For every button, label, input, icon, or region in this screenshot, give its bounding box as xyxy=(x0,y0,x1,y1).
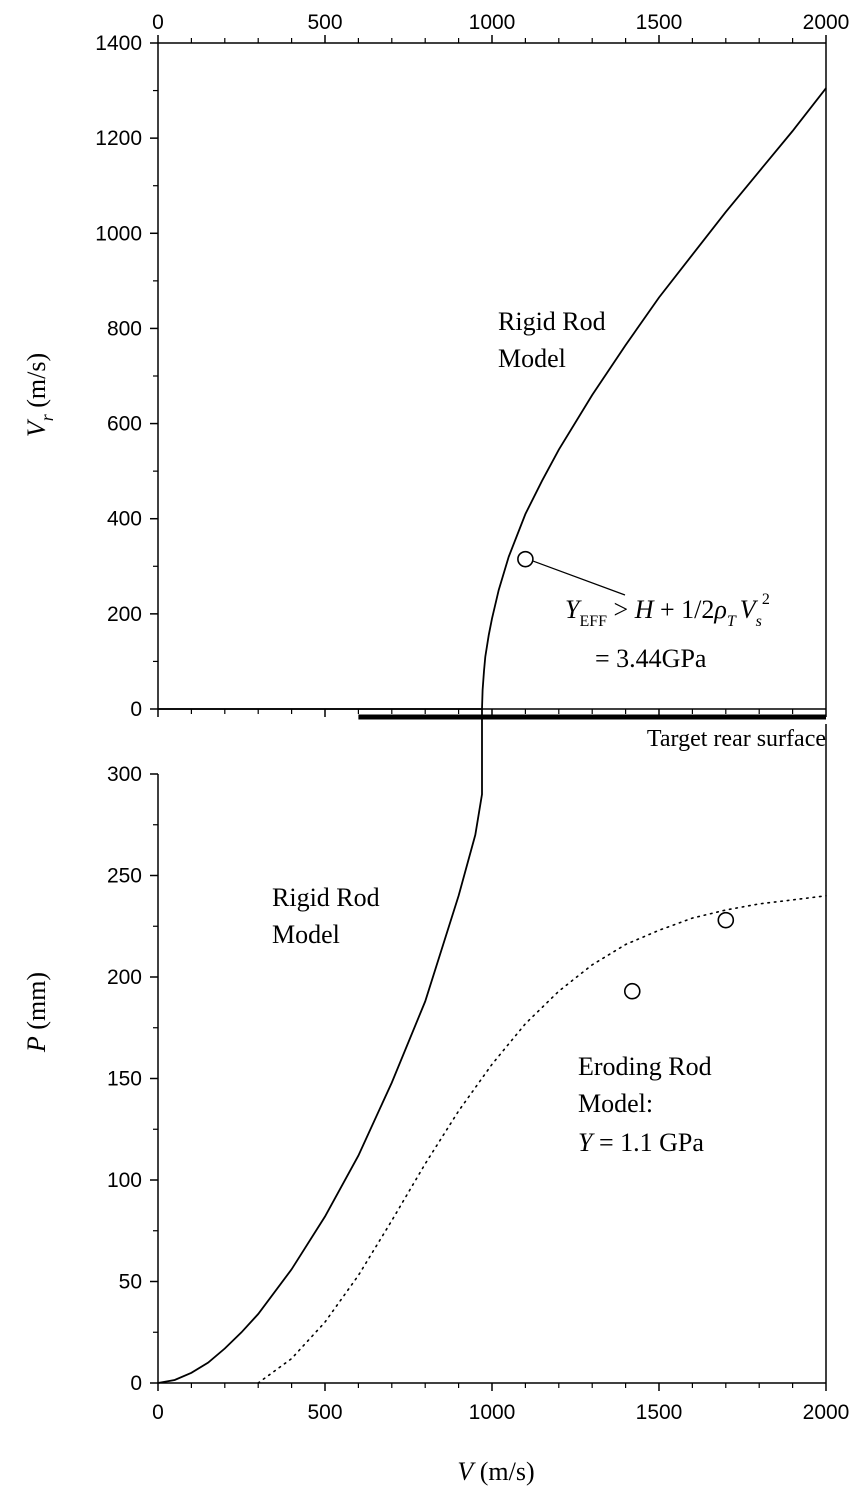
eroding-label-line1: Eroding Rod xyxy=(578,1052,712,1081)
top-x-tick-label: 2000 xyxy=(803,11,850,34)
top-y-axis-title: Vr (m/s) xyxy=(22,353,57,437)
eq-Y: Y xyxy=(565,595,582,624)
bottom-y-tick-label: 100 xyxy=(107,1169,142,1192)
top-y-tick-label: 200 xyxy=(107,603,142,626)
eq-Y-sub: EFF xyxy=(579,613,607,630)
bottom-axes xyxy=(150,724,827,1391)
eq-V-sup: 2 xyxy=(762,591,770,608)
top-ylabel-sub: r xyxy=(37,413,57,421)
top-data-marker-0 xyxy=(517,550,534,568)
eq-H: H xyxy=(634,595,655,624)
top-y-tick-label: 1000 xyxy=(95,222,142,245)
top-y-tick-label: 1200 xyxy=(95,127,142,150)
top-x-tick-label: 0 xyxy=(152,11,164,34)
eq-V: V xyxy=(740,595,759,624)
bottom-y-tick-label: 150 xyxy=(107,1068,142,1091)
bottom-x-tick-label: 1000 xyxy=(469,1401,516,1424)
bottom-y-tick-labels: 0 50 100 150 200 250 300 xyxy=(107,763,142,1395)
bottom-series xyxy=(157,708,827,1384)
top-x-tick-label: 1000 xyxy=(469,11,516,34)
eq-V-sub: s xyxy=(756,613,762,630)
target-rear-surface-label: Target rear surface xyxy=(647,726,826,752)
bottom-rigid-label-line2: Model xyxy=(272,920,340,949)
top-y-tick-label: 1400 xyxy=(95,32,142,55)
bottom-y-tick-label: 250 xyxy=(107,865,142,888)
bottom-y-tick-label: 50 xyxy=(119,1271,142,1294)
top-series-line-0 xyxy=(158,87,827,710)
equation-leader-line xyxy=(533,560,626,596)
top-y-tick-label: 800 xyxy=(107,317,142,340)
eq-rho-sub: T xyxy=(727,613,737,630)
bottom-xlabel-main: V xyxy=(457,1457,476,1486)
bottom-panel: 0 50 100 150 200 250 300 0 500 1000 1500 2000 P (m… xyxy=(22,708,849,1486)
bottom-x-tick-label: 2000 xyxy=(803,1401,850,1424)
top-y-tick-label: 600 xyxy=(107,413,142,436)
bottom-xlabel-rest: (m/s) xyxy=(473,1457,534,1486)
top-series xyxy=(158,87,827,710)
bottom-data-marker-1 xyxy=(717,911,735,929)
yield-equation: YEFF > H + 1/2ρT Vs2 xyxy=(565,591,770,630)
top-ylabel-main: V xyxy=(22,418,51,437)
bottom-x-axis-title: V (m/s) xyxy=(457,1457,534,1486)
bottom-ylabel-main: P xyxy=(22,1036,51,1053)
top-model-label-line2: Model xyxy=(498,344,566,373)
top-y-tick-label: 400 xyxy=(107,508,142,531)
bottom-y-tick-label: 200 xyxy=(107,966,142,989)
bottom-data-marker-0 xyxy=(623,982,641,1000)
eq-rho: ρ xyxy=(713,595,726,624)
bottom-y-tick-label: 300 xyxy=(107,763,142,786)
eq-gt: > xyxy=(607,595,635,624)
bottom-y-tick-label: 0 xyxy=(130,1372,142,1395)
bottom-x-tick-label: 1500 xyxy=(636,1401,683,1424)
top-y-tick-label: 0 xyxy=(130,698,142,721)
eq-plus: + 1/2 xyxy=(654,595,715,624)
top-model-label-line1: Rigid Rod xyxy=(498,307,606,336)
yield-equation-value: = 3.44GPa xyxy=(595,644,707,673)
bottom-ylabel-rest: (mm) xyxy=(22,972,51,1036)
top-x-tick-labels: 0 500 1000 1500 2000 xyxy=(152,11,849,34)
bottom-markers xyxy=(623,911,735,1000)
top-x-tick-label: 1500 xyxy=(636,11,683,34)
eroding-label-line2: Model: xyxy=(578,1089,653,1118)
eroding-Y: Y xyxy=(578,1128,595,1157)
bottom-x-tick-label: 0 xyxy=(152,1401,164,1424)
top-y-tick-labels: 0 200 400 600 800 1000 1200 1400 xyxy=(95,32,142,721)
bottom-rigid-label-line1: Rigid Rod xyxy=(272,883,380,912)
bottom-series-line-1 xyxy=(257,894,827,1384)
top-x-tick-label: 500 xyxy=(307,11,342,34)
top-ylabel-rest: (m/s) xyxy=(22,353,51,414)
bottom-series-line-0 xyxy=(157,708,483,1384)
top-markers xyxy=(517,550,534,568)
bottom-x-tick-label: 500 xyxy=(307,1401,342,1424)
bottom-x-tick-labels: 0 500 1000 1500 2000 xyxy=(152,1401,849,1424)
eroding-val: = 1.1 GPa xyxy=(592,1128,704,1157)
bottom-y-axis-title: P (mm) xyxy=(22,972,51,1053)
eroding-label-line3: Y = 1.1 GPa xyxy=(578,1128,704,1157)
